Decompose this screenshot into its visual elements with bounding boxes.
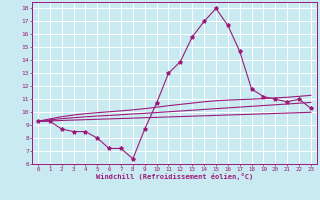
X-axis label: Windchill (Refroidissement éolien,°C): Windchill (Refroidissement éolien,°C) — [96, 173, 253, 180]
